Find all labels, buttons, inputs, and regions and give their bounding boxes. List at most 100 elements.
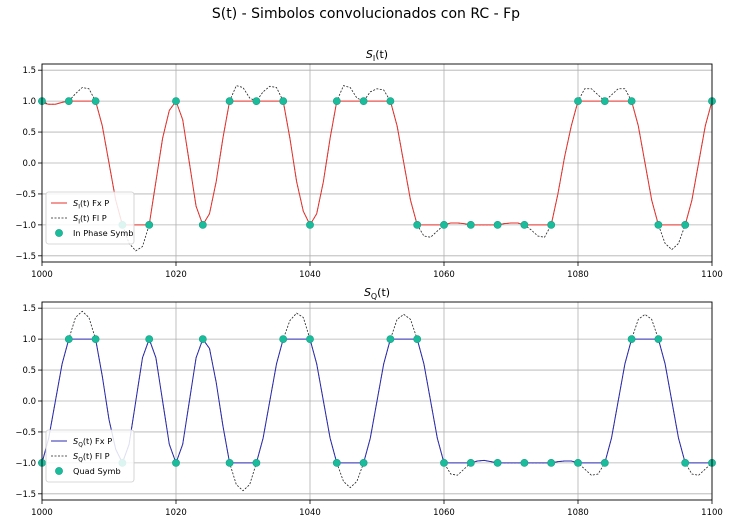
symbol-point — [493, 458, 502, 467]
legend-label-sub: I — [78, 204, 80, 210]
legend-label-main: S — [73, 198, 78, 208]
axes-frame — [41, 301, 713, 501]
symbol-point — [172, 458, 180, 467]
symbol-point — [681, 220, 690, 229]
symbol-point — [574, 458, 582, 467]
symbol-point — [627, 335, 636, 344]
symbol-point — [198, 335, 207, 344]
legend-label-symbols: Quad Symb — [73, 466, 121, 476]
y-tick-label: −1.0 — [15, 221, 36, 231]
x-tick-label: 1000 — [31, 270, 53, 280]
symbol-point — [386, 335, 395, 344]
symbol-point — [64, 97, 73, 106]
x-tick-label: 1080 — [567, 270, 589, 280]
subplot-title-sub: I — [373, 54, 375, 63]
legend-label-sub: Q — [78, 457, 83, 463]
legend-label-main: S — [73, 451, 78, 461]
symbol-point — [306, 220, 314, 229]
subplot-title: SQ(t) — [364, 286, 390, 301]
symbol-point — [225, 97, 234, 106]
subplot-title-main: S — [364, 286, 371, 299]
y-tick-label: 1.0 — [22, 97, 36, 107]
symbol-point — [627, 97, 636, 106]
axes-frame — [41, 63, 713, 263]
subplot-in-phase: SI(t)1000 1020 1040 1060 1080 1100−1.5−1.0−0.… — [15, 48, 722, 280]
x-tick-label: 1000 — [31, 508, 53, 518]
symbol-point — [600, 97, 609, 106]
subplot-title-tail: (t) — [377, 286, 390, 299]
symbol-point — [359, 458, 368, 467]
legend-label-symbols: In Phase Symb — [73, 228, 133, 238]
symbol-point — [681, 458, 690, 467]
symbol-point — [252, 97, 261, 106]
x-tick-label: 1080 — [567, 508, 589, 518]
x-tick-label: 1040 — [299, 270, 321, 280]
symbol-point — [91, 97, 100, 106]
legend-label: SI(t) Fl P — [73, 213, 107, 225]
y-tick-label: −1.0 — [15, 459, 36, 469]
symbol-point — [440, 458, 448, 467]
y-tick-label: 0.0 — [22, 159, 36, 169]
subplot-quadrature: SQ(t)1000 1020 1040 1060 1080 1100−1.5−1.0−0.… — [15, 286, 722, 518]
symbol-point — [654, 220, 663, 229]
legend-label-tail: (t) Fl P — [83, 451, 110, 461]
symbol-point — [520, 220, 529, 229]
legend-label: SQ(t) Fx P — [73, 436, 112, 448]
legend-label-tail: (t) Fl P — [80, 213, 107, 223]
subplot-title: SI(t) — [366, 48, 388, 63]
legend-label: SI(t) Fx P — [73, 198, 109, 210]
symbol-point — [654, 335, 663, 344]
legend-symbol-marker — [55, 229, 63, 237]
symbol-point — [413, 335, 422, 344]
series-line-fx-p — [42, 100, 712, 227]
y-tick-label: −0.5 — [15, 190, 36, 200]
legend-label: SQ(t) Fl P — [73, 451, 110, 463]
series-line-fx-p — [42, 337, 712, 465]
symbol-point — [359, 97, 368, 106]
x-tick-label: 1060 — [433, 270, 455, 280]
y-tick-label: −1.5 — [15, 252, 36, 262]
symbol-point — [172, 97, 180, 106]
symbol-point — [91, 335, 100, 344]
subplot-title-sub: Q — [371, 292, 377, 301]
y-tick-label: 1.5 — [22, 304, 36, 314]
symbol-point — [145, 220, 154, 229]
y-tick-label: 0.0 — [22, 397, 36, 407]
symbol-point — [64, 335, 73, 344]
legend-label-sub: Q — [78, 442, 83, 448]
y-tick-label: −0.5 — [15, 428, 36, 438]
legend-symbol-marker — [55, 467, 63, 475]
y-tick-label: −1.5 — [15, 490, 36, 500]
grid — [41, 64, 713, 262]
legend-label-tail: (t) Fx P — [80, 198, 109, 208]
x-tick-label: 1020 — [165, 270, 187, 280]
legend-box — [45, 429, 135, 483]
y-tick-label: 1.5 — [22, 66, 36, 76]
legend-label-sub: I — [78, 219, 80, 225]
legend: SI(t) Fx PSI(t) Fl PIn Phase Symb — [45, 191, 135, 245]
symbol-point — [493, 220, 502, 229]
symbol-point — [332, 97, 341, 106]
y-tick-label: 0.5 — [22, 366, 36, 376]
x-tick-label: 1100 — [701, 270, 723, 280]
symbol-point — [145, 335, 154, 344]
x-tick-label: 1100 — [701, 508, 723, 518]
legend-label-main: S — [73, 436, 78, 446]
series-line-fl-p — [42, 85, 712, 252]
legend-box — [45, 191, 135, 245]
x-tick-label: 1020 — [165, 508, 187, 518]
symbol-point — [279, 335, 288, 344]
subplot-title-tail: (t) — [375, 48, 388, 61]
symbol-point — [600, 458, 609, 467]
y-tick-label: 0.5 — [22, 128, 36, 138]
subplot-title-main: S — [366, 48, 373, 61]
legend-label-tail: (t) Fx P — [83, 436, 112, 446]
symbol-point — [574, 97, 582, 106]
symbol-point — [547, 458, 556, 467]
symbol-point — [225, 458, 234, 467]
symbol-point — [306, 335, 314, 344]
symbol-point — [332, 458, 341, 467]
symbol-point — [252, 458, 261, 467]
symbol-point — [198, 220, 207, 229]
